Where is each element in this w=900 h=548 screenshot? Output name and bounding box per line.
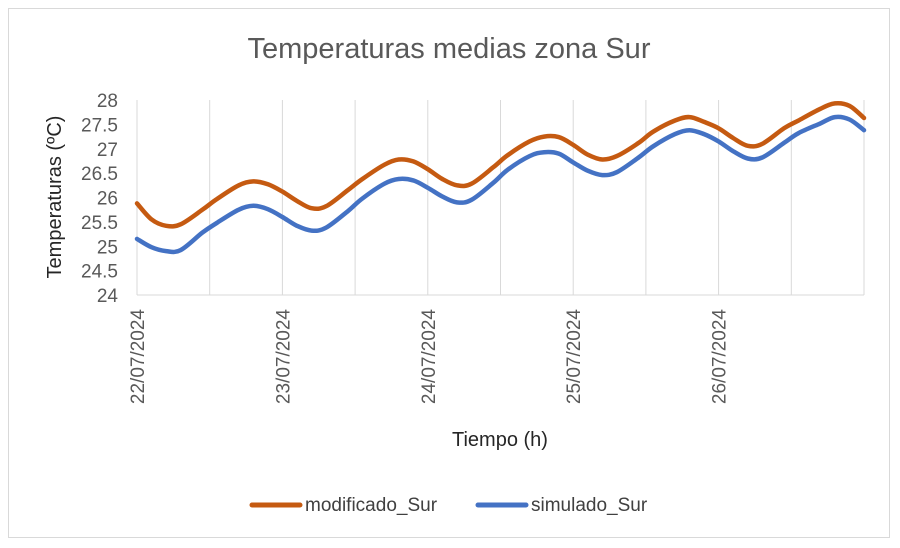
chart-title: Temperaturas medias zona Sur	[248, 33, 651, 65]
y-tick-label: 24	[97, 286, 119, 307]
legend-label-modificado_Sur: modificado_Sur	[305, 495, 438, 516]
y-tick-label: 27.5	[81, 115, 118, 136]
x-axis-title: Tiempo (h)	[452, 429, 548, 451]
series-line-simulado_Sur	[134, 114, 867, 255]
x-tick-label: 23/07/2024	[273, 309, 294, 405]
series-line-modificado_Sur	[134, 100, 867, 229]
gridlines	[136, 100, 865, 296]
legend-label-simulado_Sur: simulado_Sur	[531, 495, 648, 516]
x-axis-ticks: 22/07/2024 23/07/2024 24/07/2024 25/07/2024…	[128, 309, 731, 405]
y-axis-title: Temperaturas (ºC)	[44, 116, 66, 279]
y-tick-label: 25	[97, 237, 118, 258]
y-tick-label: 27	[97, 140, 118, 161]
series-lines	[134, 100, 867, 255]
y-tick-label: 26.5	[81, 164, 118, 185]
legend: modificado_Sur simulado_Sur	[249, 495, 648, 516]
y-tick-label: 28	[97, 91, 118, 112]
y-axis-ticks: 24 24.5 25 25.5 26 26.5 27 27.5 28	[81, 91, 118, 307]
y-tick-label: 25.5	[81, 213, 118, 234]
x-tick-label: 24/07/2024	[419, 309, 440, 405]
y-tick-label: 24.5	[81, 262, 118, 283]
y-tick-label: 26	[97, 189, 118, 210]
x-tick-label: 26/07/2024	[710, 309, 731, 405]
x-tick-label: 25/07/2024	[564, 309, 585, 405]
chart-frame	[8, 8, 890, 538]
x-tick-label: 22/07/2024	[128, 309, 149, 405]
